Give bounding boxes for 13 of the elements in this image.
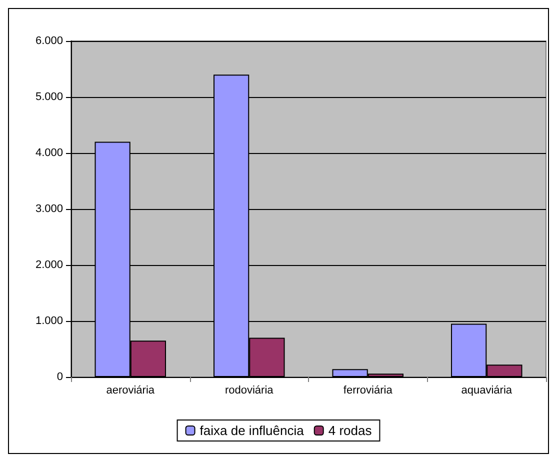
x-tick-label: ferroviária xyxy=(343,384,394,396)
y-tick-label: 4.000 xyxy=(35,147,63,159)
y-tick-label: 1.000 xyxy=(35,315,63,327)
x-tick-label: rodoviária xyxy=(224,384,274,396)
y-tick-label: 3.000 xyxy=(35,203,63,215)
y-tick-label: 2.000 xyxy=(35,259,63,271)
y-tick-label: 0 xyxy=(56,371,63,383)
y-tick-label: 6.000 xyxy=(35,35,63,47)
y-tick-label: 5.000 xyxy=(35,91,63,103)
legend-label: 4 rodas xyxy=(328,423,372,438)
x-tick-label: aeroviária xyxy=(106,384,156,396)
x-tick-label: aquaviária xyxy=(461,384,513,396)
legend-label: faixa de influência xyxy=(200,423,305,438)
